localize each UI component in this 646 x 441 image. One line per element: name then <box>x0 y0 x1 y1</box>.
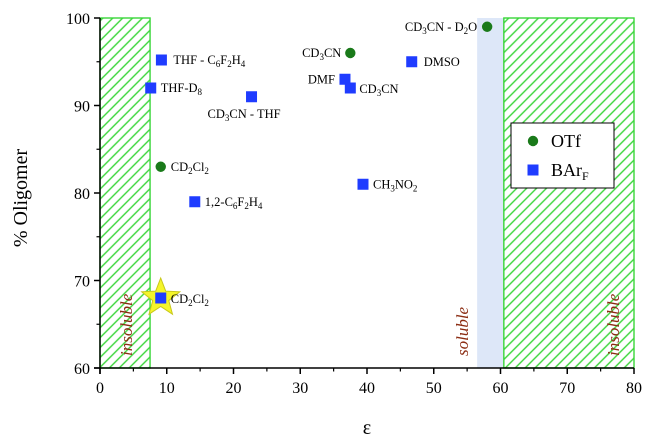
legend-barf-marker <box>527 164 539 176</box>
point-label: CD3CN - THF <box>208 107 281 123</box>
region-label-soluble: soluble <box>453 306 472 356</box>
point-label: CD2Cl2 <box>171 160 209 176</box>
barf-point <box>145 82 157 94</box>
x-tick-label: 40 <box>359 380 375 397</box>
x-tick-label: 60 <box>493 380 509 397</box>
point-labels: CD2Cl2 CD3CN CD3CN - D2O CD2Cl2 THF - C6F2H4… <box>161 20 477 308</box>
legend-box <box>510 122 615 189</box>
x-axis-title: ε <box>363 417 371 439</box>
point-label: CD3CN <box>359 82 398 98</box>
region-labels: insoluble soluble insoluble <box>117 293 623 356</box>
barf-point <box>155 292 167 304</box>
barf-point <box>406 56 418 68</box>
x-tick-label: 50 <box>426 380 442 397</box>
y-tick-label: 90 <box>74 99 90 116</box>
y-tick-label: 100 <box>66 11 90 28</box>
otf-point <box>481 21 493 32</box>
insoluble-region-0 <box>99 17 151 369</box>
x-tick-label: 80 <box>626 380 642 397</box>
x-tick-label: 10 <box>159 380 175 397</box>
barf-point <box>357 178 369 190</box>
y-axis-title: % Oligomer <box>10 149 32 248</box>
otf-point <box>345 47 356 59</box>
point-label: THF - C6F2H4 <box>173 53 245 69</box>
x-tick-label: 30 <box>292 380 308 397</box>
soluble-band <box>477 18 504 368</box>
point-label: DMSO <box>424 55 460 69</box>
otf-point <box>155 161 166 172</box>
shaded-regions <box>99 17 635 369</box>
point-label: 1,2-C6F2H4 <box>205 195 263 211</box>
barf-point <box>344 82 356 94</box>
x-tick-label: 0 <box>96 380 104 397</box>
barf-point <box>155 54 167 66</box>
y-tick-label: 60 <box>74 361 90 378</box>
point-label: CD2Cl2 <box>171 292 209 308</box>
x-tick-label: 20 <box>226 380 242 397</box>
point-label: CH3NO2 <box>373 177 417 193</box>
legend-otf-label: OTf <box>551 131 581 151</box>
data-points <box>140 21 493 316</box>
legend-barf-label: BArF <box>551 160 589 183</box>
y-tick-label: 70 <box>74 274 90 291</box>
barf-point <box>189 196 201 208</box>
x-tick-label: 70 <box>559 380 575 397</box>
insoluble-region-2 <box>503 17 635 369</box>
point-label: CD3CN - D2O <box>405 20 477 36</box>
point-label: CD3CN <box>302 46 341 62</box>
point-label: THF-D8 <box>161 81 203 97</box>
barf-point <box>246 91 258 103</box>
region-label-insoluble: insoluble <box>117 293 136 356</box>
legend-otf-marker <box>527 135 539 147</box>
y-tick-label: 80 <box>74 186 90 203</box>
legend: OTf BArF <box>510 122 615 189</box>
axes: 0 10 20 30 40 50 60 70 80 60 70 80 90 100 ε % Oligomer <box>10 11 642 439</box>
point-label: DMF <box>308 72 335 86</box>
barf-point <box>339 73 351 85</box>
region-label-insoluble: insoluble <box>604 293 623 356</box>
